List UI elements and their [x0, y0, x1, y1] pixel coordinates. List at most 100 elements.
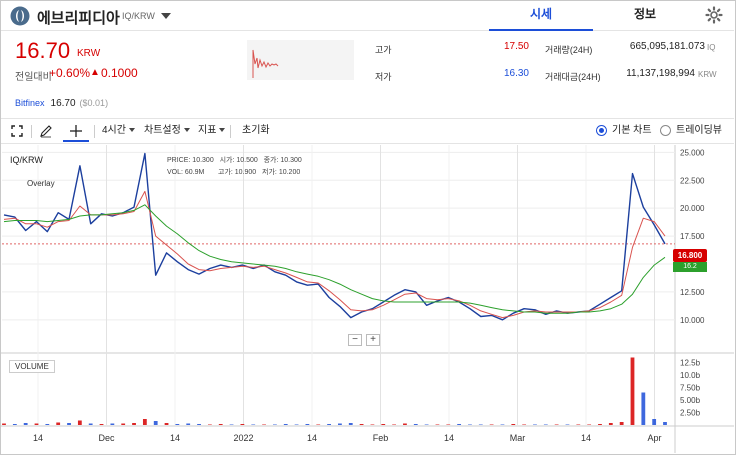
time-tick-label: 2022: [233, 433, 253, 443]
tradingview-label[interactable]: 트레이딩뷰: [676, 125, 722, 136]
legend-low-value: 10.200: [278, 169, 301, 176]
ohlc-legend: PRICE: 10.300 시가: 10.500 종가: 10.300 VOL:…: [167, 155, 302, 179]
gear-icon[interactable]: [704, 5, 724, 25]
volume-bar: [77, 420, 82, 425]
interval-label: 4시간: [102, 125, 126, 136]
tradingview-radio[interactable]: [660, 125, 671, 136]
legend-high-value: 10.900: [234, 169, 257, 176]
toolbar-divider: [31, 125, 32, 138]
volume-bar: [164, 423, 169, 425]
legend-close-value: 10.300: [280, 157, 302, 164]
volume-bar: [424, 424, 429, 425]
volume-bar: [23, 423, 28, 425]
candlestick-chart[interactable]: 25.00022.50020.00017.50015.00012.50010.0…: [1, 145, 734, 453]
price-summary-panel: 16.70 KRW 전일대비 +0.60% ▲ 0.1000 고가 17.50 …: [1, 32, 734, 117]
volume-bar: [554, 424, 559, 425]
volume-bar: [273, 424, 277, 425]
tab-market-price[interactable]: 시세: [489, 1, 593, 31]
change-up-arrow-icon: ▲: [90, 67, 100, 78]
exchange-price: 16.70: [50, 98, 76, 109]
volume-bar: [132, 423, 136, 425]
pencil-draw-icon[interactable]: [39, 124, 53, 138]
zoom-out-button[interactable]: −: [348, 334, 362, 346]
basic-chart-radio[interactable]: [596, 125, 607, 136]
volume-bar: [327, 424, 331, 425]
volume-bar: [565, 424, 570, 425]
chart-toolbar: 4시간 차트설정 지표 초기화 기본 차트 트레이딩뷰: [1, 118, 734, 144]
volume-pane-label: VOLUME: [9, 360, 55, 373]
time-tick-label: 14: [444, 433, 454, 443]
exchange-name[interactable]: Bitfinex: [15, 98, 45, 108]
current-price-tag: 16.800: [673, 249, 707, 262]
volume-bar: [435, 424, 440, 425]
volume-bar: [316, 424, 321, 425]
volume-bar: [175, 424, 180, 425]
volume-24h-label: 거래량(24H): [545, 45, 593, 55]
volume-bar: [478, 424, 483, 425]
reset-button[interactable]: 초기화: [242, 125, 270, 136]
price-chart-area[interactable]: 25.00022.50020.00017.50015.00012.50010.0…: [1, 145, 734, 453]
volume-tick-label: 7.50b: [680, 384, 701, 393]
coin-select-caret-icon[interactable]: [161, 13, 171, 19]
interval-select[interactable]: 4시간: [102, 119, 135, 143]
legend-high-label: 고가:: [218, 169, 233, 176]
time-tick-label: 14: [170, 433, 180, 443]
coin-name[interactable]: 에브리피디아: [37, 10, 120, 27]
volume-bar: [468, 424, 472, 425]
chart-settings-label: 차트설정: [144, 125, 181, 136]
volume-bar: [197, 424, 201, 425]
exchange-row: Bitfinex 16.70 ($0.01): [15, 98, 108, 109]
volume-bar: [348, 423, 353, 425]
change-amount: 0.1000: [101, 66, 138, 80]
volume-bar: [533, 424, 537, 425]
volume-bar: [45, 424, 50, 425]
volume-bar: [381, 424, 386, 425]
tab-info[interactable]: 정보: [633, 7, 657, 21]
legend-open-label: 시가:: [219, 157, 235, 164]
volume-bar: [67, 423, 71, 425]
volume-bar: [305, 424, 310, 425]
top-header: 에브리피디아 IQ/KRW 시세 정보: [1, 1, 734, 31]
coin-pair: IQ/KRW: [122, 11, 155, 21]
volume-bar: [186, 423, 191, 425]
volume-bar: [587, 424, 592, 425]
volume-bar: [511, 424, 516, 425]
price-tick-label: 12.500: [680, 288, 705, 297]
crosshair-active-indicator: [63, 140, 89, 142]
crosshair-icon[interactable]: [69, 124, 83, 138]
volume-bar: [630, 357, 635, 425]
volume-bar: [446, 424, 451, 425]
toolbar-divider: [230, 125, 231, 138]
volume-bar: [99, 424, 104, 425]
volume-bar: [34, 423, 39, 425]
volume-tick-label: 2.50b: [680, 409, 701, 418]
volume-24h-value: 665,095,181.073: [629, 41, 705, 52]
indicators-select[interactable]: 지표: [198, 119, 226, 143]
chevron-down-icon: [219, 128, 226, 133]
volume-bar: [218, 424, 223, 425]
chart-settings-select[interactable]: 차트설정: [144, 119, 190, 143]
legend-low-label: 저가:: [262, 169, 277, 176]
ma-price-tag: 16.2: [673, 262, 707, 272]
volume-bar: [153, 421, 158, 425]
time-tick-label: Dec: [98, 433, 115, 443]
zoom-in-button[interactable]: +: [366, 334, 380, 346]
volume-bar: [608, 423, 613, 425]
volume-bar: [619, 422, 624, 425]
volume-tick-label: 10.0b: [680, 371, 701, 380]
price-tick-label: 17.500: [680, 232, 705, 241]
mini-price-chart: [247, 40, 354, 80]
legend-open-value: 10.500: [236, 157, 258, 164]
volume-bar: [294, 424, 299, 425]
volume-bar: [121, 423, 126, 425]
volume-bar: [403, 423, 407, 425]
legend-price-label: PRICE:: [167, 157, 191, 164]
volume-bar: [262, 424, 266, 425]
chart-symbol: IQ/KRW: [10, 155, 43, 165]
time-tick-label: Mar: [510, 433, 526, 443]
price-tick-label: 22.500: [680, 176, 705, 185]
chevron-down-icon: [128, 128, 135, 133]
basic-chart-label[interactable]: 기본 차트: [612, 125, 652, 136]
legend-close-label: 종가:: [263, 157, 279, 164]
fullscreen-icon[interactable]: [11, 125, 23, 137]
